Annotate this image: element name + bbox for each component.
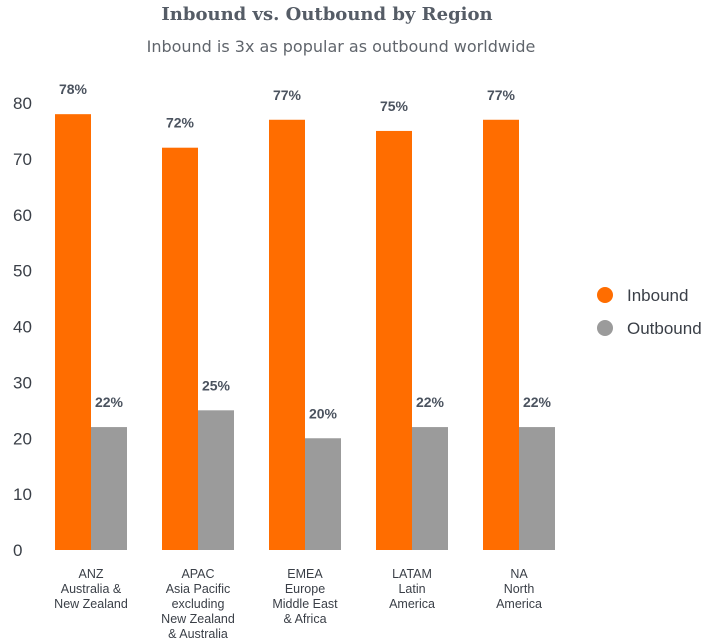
data-label: 25%	[202, 377, 231, 393]
y-tick-label: 80	[13, 94, 32, 113]
data-label: 72%	[166, 115, 195, 131]
bar-inbound	[162, 147, 198, 550]
data-label: 22%	[416, 394, 445, 410]
category-label: APAC	[181, 567, 214, 581]
legend-swatch-inbound	[597, 287, 613, 303]
bar-inbound	[483, 119, 519, 550]
data-label: 77%	[487, 87, 516, 103]
data-label: 78%	[59, 81, 88, 97]
category-label: Middle East	[272, 597, 338, 611]
bar-outbound	[198, 410, 234, 550]
bar-inbound	[55, 114, 91, 551]
bar-outbound	[412, 427, 448, 550]
category-label: LATAM	[392, 567, 432, 581]
data-label: 75%	[380, 98, 409, 114]
data-label: 77%	[273, 87, 302, 103]
category-label: EMEA	[287, 567, 323, 581]
category-label: excluding	[172, 597, 225, 611]
y-tick-label: 10	[13, 485, 32, 504]
legend-label: Outbound	[627, 319, 702, 338]
y-tick-label: 20	[13, 429, 32, 448]
category-label: Asia Pacific	[166, 582, 231, 596]
category-label: ANZ	[79, 567, 104, 581]
legend: Inbound Outbound	[597, 286, 702, 338]
y-tick-label: 60	[13, 206, 32, 225]
data-label: 22%	[95, 394, 124, 410]
category-label: North	[504, 582, 535, 596]
bar-inbound	[376, 130, 412, 550]
y-tick-label: 30	[13, 373, 32, 392]
category-label: Latin	[398, 582, 425, 596]
legend-swatch-outbound	[597, 320, 613, 336]
bars: 78% 22% 72% 25% 77% 20% 75% 22% 77% 22%	[55, 81, 555, 551]
category-label: & Australia	[168, 627, 228, 641]
bar-outbound	[519, 427, 555, 550]
category-label: New Zealand	[54, 597, 128, 611]
y-tick-label: 70	[13, 150, 32, 169]
category-label: Europe	[285, 582, 325, 596]
y-axis: 0 10 20 30 40 50 60 70 80	[13, 94, 32, 560]
y-tick-label: 40	[13, 318, 32, 337]
bar-inbound	[269, 119, 305, 550]
legend-label: Inbound	[627, 286, 688, 305]
data-label: 20%	[309, 405, 338, 421]
category-label: & Africa	[283, 612, 326, 626]
category-label: NA	[510, 567, 528, 581]
category-label: New Zealand	[161, 612, 235, 626]
category-label: America	[496, 597, 542, 611]
category-label: Australia &	[61, 582, 122, 596]
bar-outbound	[305, 438, 341, 550]
chart-title: Inbound vs. Outbound by Region	[161, 4, 492, 25]
bar-outbound	[91, 427, 127, 550]
y-tick-label: 50	[13, 262, 32, 281]
chart-subtitle: Inbound is 3x as popular as outbound wor…	[147, 37, 536, 56]
y-tick-label: 0	[13, 541, 22, 560]
category-label: America	[389, 597, 435, 611]
data-label: 22%	[523, 394, 552, 410]
